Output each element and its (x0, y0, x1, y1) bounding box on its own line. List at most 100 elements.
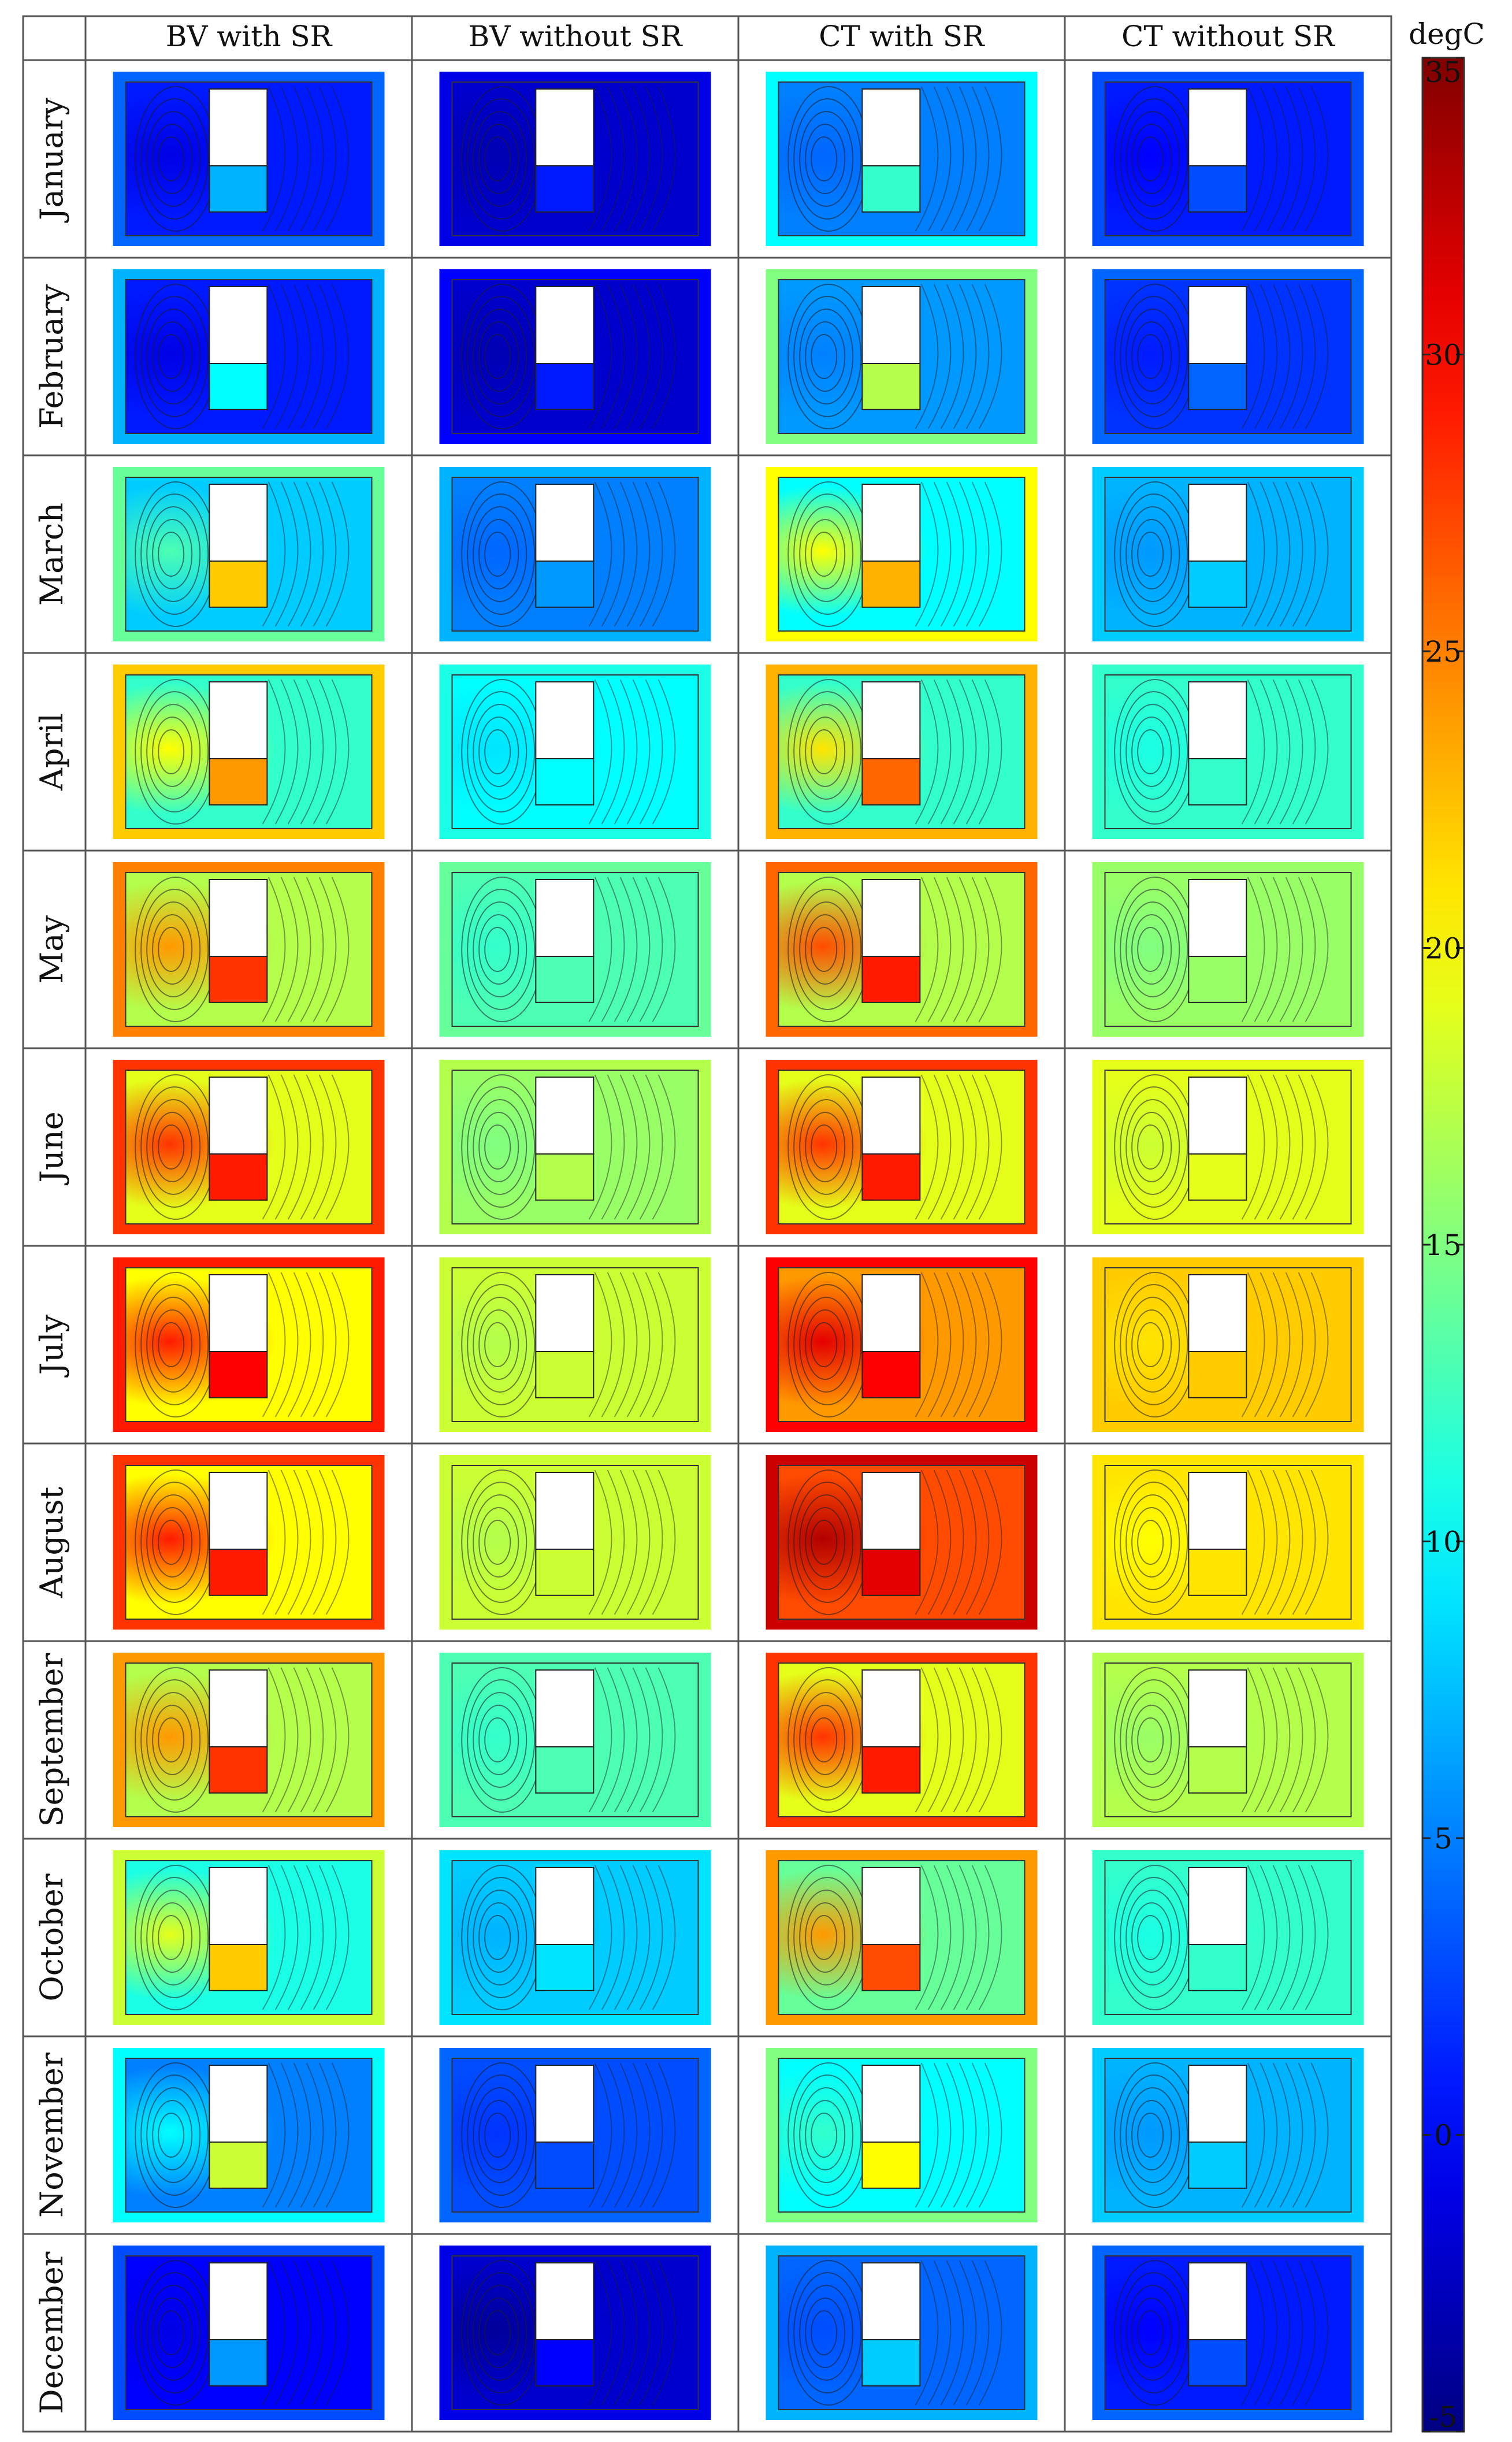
window-opening (535, 879, 595, 957)
streamline (799, 111, 854, 207)
temperature-panel (766, 269, 1038, 444)
streamline (793, 691, 862, 812)
streamline (262, 2260, 286, 2406)
streamline (1241, 679, 1265, 825)
streamline (140, 1086, 209, 1208)
window-opening (535, 1077, 595, 1155)
streamline (639, 2062, 663, 2208)
lower-block (209, 1944, 268, 1991)
streamline (158, 1322, 185, 1367)
streamline (146, 1297, 201, 1393)
lower-block (1188, 363, 1247, 410)
streamline (915, 1272, 939, 1417)
streamline (274, 86, 299, 232)
streamline (1125, 1692, 1180, 1788)
streamline (588, 284, 612, 429)
streamline (146, 2285, 201, 2381)
streamline (313, 679, 337, 825)
window-opening (1188, 1472, 1247, 1550)
streamline (915, 1667, 939, 1813)
streamline (1125, 506, 1180, 602)
streamline (639, 1865, 663, 2010)
streamline (473, 506, 527, 602)
streamline (965, 1667, 990, 1813)
window-opening (535, 1274, 595, 1352)
streamline (799, 704, 854, 800)
streamline (300, 2260, 324, 2406)
streamline (300, 1667, 324, 1813)
streamline (158, 729, 185, 774)
streamline (811, 1915, 838, 1960)
streamline (1131, 1705, 1172, 1775)
streamline (325, 1272, 350, 1417)
lower-block (535, 1746, 595, 1794)
streamline (799, 1692, 854, 1788)
streamline (811, 334, 838, 379)
streamline (1137, 2310, 1164, 2355)
streamline (473, 901, 527, 997)
streamline (1137, 927, 1164, 972)
streamline (140, 691, 209, 812)
row-headers: January February March April May June July Augu… (34, 98, 70, 2414)
streamline (287, 2062, 311, 2208)
streamline (1137, 1124, 1164, 1170)
streamline (325, 2062, 350, 2208)
colorbar: degC 35 30 25 20 15 10 5 0 -5 (1409, 17, 1485, 2434)
streamline (1137, 1717, 1164, 1762)
streamline (1279, 86, 1303, 232)
streamline (313, 481, 337, 627)
streamline (639, 481, 663, 627)
streamline (1292, 86, 1316, 232)
column-header: CT without SR (1121, 20, 1335, 53)
streamline (274, 481, 299, 627)
streamline (1279, 679, 1303, 825)
streamline (473, 1890, 527, 1985)
streamline (1241, 284, 1265, 429)
streamline (1266, 284, 1291, 429)
streamline (467, 889, 536, 1010)
streamline (1131, 124, 1172, 194)
streamline (626, 1667, 651, 1813)
streamline (1125, 704, 1180, 800)
streamline (1279, 877, 1303, 1022)
streamline (601, 86, 625, 232)
streamline (1305, 1469, 1329, 1615)
streamline (478, 717, 519, 787)
streamline (152, 1705, 193, 1775)
streamline (274, 1667, 299, 1813)
streamline (152, 124, 193, 194)
lower-block (1188, 1549, 1247, 1596)
streamline (467, 1877, 536, 1998)
window-opening (1188, 2065, 1247, 2143)
streamline (262, 877, 286, 1022)
lower-block (209, 2142, 268, 2189)
streamline (811, 927, 838, 972)
streamline (274, 1469, 299, 1615)
streamline (313, 1272, 337, 1417)
lower-block (861, 2142, 921, 2189)
streamline (811, 729, 838, 774)
streamline (152, 2100, 193, 2170)
window-opening (1188, 681, 1247, 759)
window-opening (535, 1472, 595, 1550)
temperature-panel (1092, 862, 1364, 1037)
streamline (467, 1679, 536, 1801)
temperature-panel (113, 2048, 385, 2222)
streamline (915, 679, 939, 825)
lower-block (861, 561, 921, 608)
streamline (1241, 877, 1265, 1022)
streamline (1125, 2285, 1180, 2381)
streamline (588, 481, 612, 627)
streamline (158, 1124, 185, 1170)
streamline (915, 1865, 939, 2010)
lower-block (1188, 2142, 1247, 2189)
window-opening (535, 88, 595, 166)
lower-block (861, 1549, 921, 1596)
streamline (1120, 2074, 1188, 2196)
streamline (313, 2062, 337, 2208)
streamline (152, 1507, 193, 1578)
streamline (1266, 86, 1291, 232)
lower-block (535, 2339, 595, 2387)
streamline (978, 1667, 1002, 1813)
streamline (1266, 2062, 1291, 2208)
